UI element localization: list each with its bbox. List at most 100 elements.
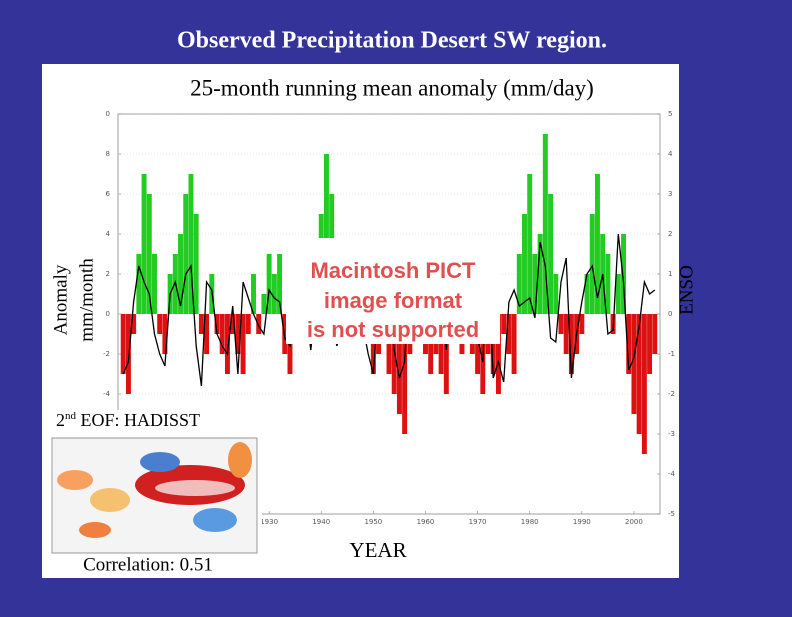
anomaly-bar xyxy=(548,194,554,314)
anomaly-bar xyxy=(193,214,199,314)
anomaly-bar xyxy=(495,314,501,394)
anomaly-bar xyxy=(131,314,137,334)
map-patch xyxy=(155,480,235,496)
inset-caption: Correlation: 0.51 xyxy=(83,554,213,575)
x-tick-label: 2000 xyxy=(625,518,643,526)
anomaly-bar xyxy=(532,254,538,314)
x-axis-label: YEAR xyxy=(349,538,406,562)
y-tick-label: 0 xyxy=(106,310,110,318)
y2-axis-label: ENSO xyxy=(676,265,697,315)
y-tick-label: 0 xyxy=(106,110,110,118)
y-tick-label: -4 xyxy=(103,390,111,398)
missing-image-text: Macintosh PICT xyxy=(310,258,476,283)
y-tick-label: -2 xyxy=(103,350,110,358)
anomaly-bar xyxy=(568,314,574,374)
inset-title-rest: EOF: HADISST xyxy=(76,410,200,430)
anomaly-bar xyxy=(589,214,595,314)
y2-tick-label: -3 xyxy=(668,430,675,438)
anomaly-bar xyxy=(558,314,564,334)
anomaly-bar xyxy=(527,174,533,314)
anomaly-bar xyxy=(251,274,256,314)
x-tick-label: 1950 xyxy=(364,518,382,526)
anomaly-bar xyxy=(605,254,611,314)
map-patch xyxy=(90,488,130,512)
y2-tick-label: -4 xyxy=(668,470,676,478)
anomaly-bar xyxy=(391,314,397,394)
y-tick-label: 8 xyxy=(106,150,110,158)
x-tick-label: 1930 xyxy=(260,518,278,526)
x-tick-label: 1970 xyxy=(469,518,487,526)
anomaly-bar xyxy=(188,174,194,314)
anomaly-bar xyxy=(198,314,204,334)
missing-image-text: image format xyxy=(324,288,463,313)
anomaly-bar xyxy=(271,274,277,314)
map-patch xyxy=(193,508,237,532)
anomaly-bar xyxy=(647,314,653,374)
y2-tick-label: -5 xyxy=(668,510,675,518)
y2-tick-label: -1 xyxy=(668,350,675,358)
inset: 2nd EOF: HADISST Correlation: 0.51 xyxy=(42,410,262,578)
map-patch xyxy=(140,452,180,472)
anomaly-bar xyxy=(261,294,267,314)
anomaly-bar xyxy=(641,314,647,454)
anomaly-bar xyxy=(183,194,189,314)
x-tick-label: 1990 xyxy=(573,518,591,526)
anomaly-bar xyxy=(522,214,527,314)
anomaly-bar xyxy=(146,194,152,314)
anomaly-bar xyxy=(537,234,543,314)
missing-image-box xyxy=(286,238,500,344)
anomaly-bar xyxy=(626,314,632,374)
y-axis-label: Anomaly xyxy=(50,264,71,335)
anomaly-bar xyxy=(631,314,637,414)
anomaly-bar xyxy=(542,134,548,314)
slide-title: Observed Precipitation Desert SW region. xyxy=(177,28,607,54)
y2-tick-label: 0 xyxy=(668,310,672,318)
anomaly-bar xyxy=(511,314,517,374)
anomaly-bar xyxy=(621,234,626,314)
anomaly-bar xyxy=(256,314,262,334)
anomaly-bar xyxy=(245,314,251,334)
inset-title-number: 2 xyxy=(56,410,65,430)
anomaly-bar xyxy=(157,314,163,334)
eof-map xyxy=(51,437,258,554)
y2-tick-label: -2 xyxy=(668,390,675,398)
anomaly-bar xyxy=(516,254,522,314)
y2-tick-label: 2 xyxy=(668,230,672,238)
anomaly-bar xyxy=(178,234,184,314)
y-tick-label: 4 xyxy=(106,230,111,238)
anomaly-bar xyxy=(553,274,559,314)
anomaly-bar xyxy=(120,314,126,374)
y2-tick-label: 3 xyxy=(668,190,672,198)
anomaly-bar xyxy=(235,314,241,354)
anomaly-bar xyxy=(506,314,512,354)
anomaly-bar xyxy=(230,314,236,334)
y-axis-label: mm/month xyxy=(76,258,97,342)
chart-subtitle: 25-month running mean anomaly (mm/day) xyxy=(190,75,594,100)
anomaly-bar xyxy=(615,274,621,314)
anomaly-bar xyxy=(136,254,142,314)
anomaly-bar xyxy=(563,314,569,354)
anomaly-bar xyxy=(240,314,246,374)
x-tick-label: 1940 xyxy=(312,518,330,526)
anomaly-bar xyxy=(584,274,590,314)
anomaly-bar xyxy=(266,254,272,314)
anomaly-bar xyxy=(652,314,658,354)
anomaly-bar xyxy=(141,174,147,314)
anomaly-bar xyxy=(501,314,507,334)
anomaly-bar xyxy=(204,314,210,354)
anomaly-bar xyxy=(579,314,585,334)
anomaly-bar xyxy=(214,314,220,334)
anomaly-bar xyxy=(152,254,157,314)
y-tick-label: 6 xyxy=(106,190,111,198)
anomaly-bar xyxy=(162,314,168,354)
anomaly-bar xyxy=(125,314,131,394)
map-patch xyxy=(57,470,93,490)
map-patch xyxy=(79,522,111,538)
inset-title: 2nd EOF: HADISST xyxy=(56,410,200,431)
y2-tick-label: 5 xyxy=(668,110,672,118)
anomaly-bar xyxy=(323,154,329,314)
map-patch xyxy=(228,442,252,478)
y2-tick-label: 1 xyxy=(668,270,672,278)
